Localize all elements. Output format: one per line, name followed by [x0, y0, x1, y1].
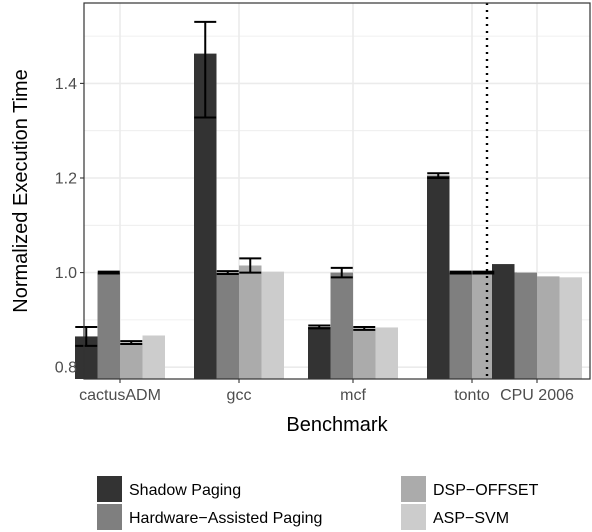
bars: [75, 53, 582, 379]
x-tick-label: tonto: [454, 387, 490, 404]
legend: Shadow Paging Hardware−Assisted Paging DSP…: [97, 476, 539, 530]
bar-cactusadm-4: [142, 335, 165, 379]
legend-label: Hardware−Assisted Paging: [129, 510, 322, 527]
x-axis-title: Benchmark: [286, 414, 388, 436]
x-tick-label: CPU 2006: [500, 387, 574, 404]
legend-swatch: [401, 504, 426, 530]
bar-tonto-2: [449, 272, 472, 379]
legend-swatch: [97, 476, 122, 502]
bar-tonto-1: [427, 175, 450, 379]
bar-gcc-2: [216, 272, 239, 379]
bar-mcf-2: [330, 272, 353, 379]
bar-cactusadm-2: [97, 272, 120, 379]
bar-cpu-2006-4: [559, 277, 582, 379]
legend-label: ASP−SVM: [433, 510, 509, 527]
plot-panel-border: [83, 2, 591, 380]
bar-cpu-2006-1: [492, 264, 515, 379]
bar-gcc-1: [194, 53, 217, 379]
bar-gcc-3: [239, 265, 262, 379]
legend-label: DSP−OFFSET: [433, 482, 539, 499]
bar-mcf-1: [308, 326, 331, 379]
bar-mcf-3: [353, 328, 376, 379]
bar-tonto-3: [472, 272, 495, 379]
bar-cactusadm-3: [120, 342, 143, 379]
bar-cpu-2006-3: [537, 276, 560, 379]
legend-label: Shadow Paging: [129, 482, 241, 499]
bar-cpu-2006-2: [514, 272, 537, 379]
bar-mcf-4: [375, 327, 398, 379]
y-axis-title: Normalized Execution Time: [10, 69, 32, 312]
legend-swatch: [97, 504, 122, 530]
x-tick-label: gcc: [227, 387, 252, 404]
legend-swatch: [401, 476, 426, 502]
bar-cactusadm-1: [75, 336, 98, 379]
x-axis: cactusADM gcc mcf tonto CPU 2006: [79, 379, 574, 404]
y-tick-label: 1.0: [55, 265, 77, 282]
x-tick-label: cactusADM: [79, 387, 161, 404]
y-tick-label: 0.8: [55, 360, 77, 377]
x-tick-label: mcf: [340, 387, 366, 404]
error-bars: [75, 20, 495, 347]
bar-gcc-4: [261, 271, 284, 379]
y-tick-label: 1.4: [55, 76, 77, 93]
y-axis: 0.8 1.0 1.2 1.4: [55, 76, 84, 377]
y-tick-label: 1.2: [55, 170, 77, 187]
